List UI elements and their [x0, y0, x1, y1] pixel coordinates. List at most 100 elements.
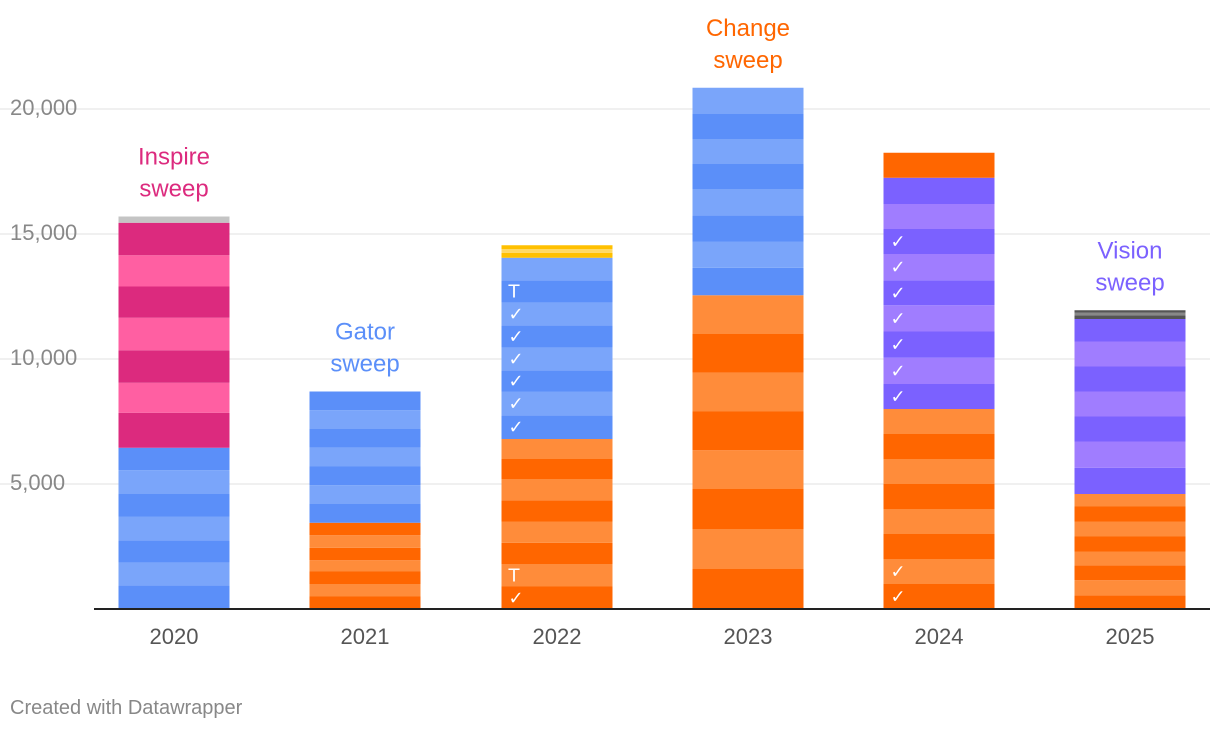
bar-segment [118, 562, 230, 586]
bar-segment [1074, 565, 1186, 581]
bar-segment [883, 305, 995, 332]
bar-segment [883, 280, 995, 306]
bar-segment [118, 412, 230, 448]
bar-segment [692, 411, 804, 451]
annotation-line: sweep [139, 176, 208, 203]
bar-segment [118, 516, 230, 541]
x-tick-label: 2025 [1106, 624, 1155, 649]
bar-segment [501, 325, 613, 348]
bar-segment [309, 522, 421, 536]
bar-segment [1074, 494, 1186, 507]
bar-segment [309, 485, 421, 504]
bar-segment [1074, 341, 1186, 367]
bar-segment [883, 434, 995, 459]
bar-segment [1074, 312, 1186, 316]
segment-mark: ✓ [509, 371, 524, 392]
bar-segment [692, 529, 804, 569]
bar-segment [1074, 467, 1186, 494]
annotation-line: Change [706, 15, 790, 42]
bar-segment [501, 245, 613, 249]
bar-segment [309, 447, 421, 467]
sweep-annotations: Inspire sweep Gator sweep Change sweep Vision s… [138, 15, 1165, 378]
bar-segment [309, 596, 421, 609]
segment-marks: ✓T✓✓✓✓✓✓T✓✓✓✓✓✓✓✓✓ [508, 232, 906, 609]
segment-mark: ✓ [891, 283, 906, 304]
bar-segment [501, 479, 613, 501]
bar-segment [692, 215, 804, 242]
bar-segment [118, 216, 230, 223]
x-tick-label: 2021 [341, 624, 390, 649]
bar-segment [309, 560, 421, 572]
segment-mark: ✓ [509, 349, 524, 370]
bar-segment [692, 189, 804, 216]
bar-segment [501, 500, 613, 522]
bar-segment [692, 114, 804, 139]
segment-mark: T [508, 282, 521, 303]
bar-segment [309, 410, 421, 429]
segment-mark: ✓ [891, 387, 906, 408]
bar-segment [309, 571, 421, 584]
bar-segment [501, 586, 613, 609]
bar-segment [501, 391, 613, 416]
bar-segment [118, 286, 230, 318]
segment-mark: ✓ [891, 257, 906, 278]
segment-mark: ✓ [891, 308, 906, 329]
bar-segment [118, 494, 230, 517]
bar-stacks [118, 87, 1186, 609]
segment-mark: ✓ [509, 327, 524, 348]
bar-segment [118, 382, 230, 413]
x-tick-labels: 2020 2021 2022 2023 2024 2025 [150, 624, 1155, 649]
bar-segment [883, 459, 995, 484]
bar-segment [1074, 521, 1186, 537]
segment-mark: ✓ [891, 562, 906, 583]
x-tick-label: 2020 [150, 624, 199, 649]
bar-segment [692, 295, 804, 334]
annotation-line: Gator [335, 319, 395, 346]
bar-segment [883, 509, 995, 534]
bar-segment [883, 409, 995, 434]
bar-segment [883, 534, 995, 559]
bar-segment [883, 484, 995, 509]
segment-mark: ✓ [509, 393, 524, 414]
annotation-line: sweep [330, 351, 399, 378]
bar-segment [501, 564, 613, 587]
bar-segment [501, 249, 613, 253]
segment-mark: ✓ [891, 232, 906, 253]
bar-segment [692, 87, 804, 114]
bar-segment [1074, 310, 1186, 313]
y-tick-label: 5,000 [10, 470, 65, 495]
bar-segment [1074, 391, 1186, 417]
bar-segment [1074, 551, 1186, 566]
bar-segment [309, 466, 421, 486]
bar-segment [883, 177, 995, 204]
bar-segment [309, 429, 421, 448]
bar-segment [309, 547, 421, 561]
bar-segment [1074, 506, 1186, 522]
bar-segment [501, 280, 613, 303]
bar-segment [1074, 580, 1186, 596]
bar-segment [118, 585, 230, 609]
bar-segment [692, 334, 804, 373]
bar-segment [501, 302, 613, 326]
segment-mark: T [508, 565, 521, 586]
bar-segment [118, 350, 230, 383]
bar-segment [118, 447, 230, 471]
bar-segment [692, 267, 804, 296]
y-tick-label: 15,000 [10, 220, 77, 245]
bar-segment [118, 255, 230, 287]
bar-segment [883, 254, 995, 281]
bar-segment [883, 204, 995, 229]
x-tick-label: 2023 [724, 624, 773, 649]
bar-segment [501, 347, 613, 371]
x-tick-label: 2024 [915, 624, 964, 649]
bar-segment [501, 439, 613, 459]
x-tick-label: 2022 [533, 624, 582, 649]
annotation-line: sweep [713, 47, 782, 74]
annotation-line: Inspire [138, 144, 210, 171]
bar-segment [309, 584, 421, 597]
y-tick-label: 20,000 [10, 95, 77, 120]
bar-segment [1074, 366, 1186, 392]
bar-segment [883, 331, 995, 358]
bar-segment [1074, 595, 1186, 609]
bar-segment [309, 391, 421, 411]
